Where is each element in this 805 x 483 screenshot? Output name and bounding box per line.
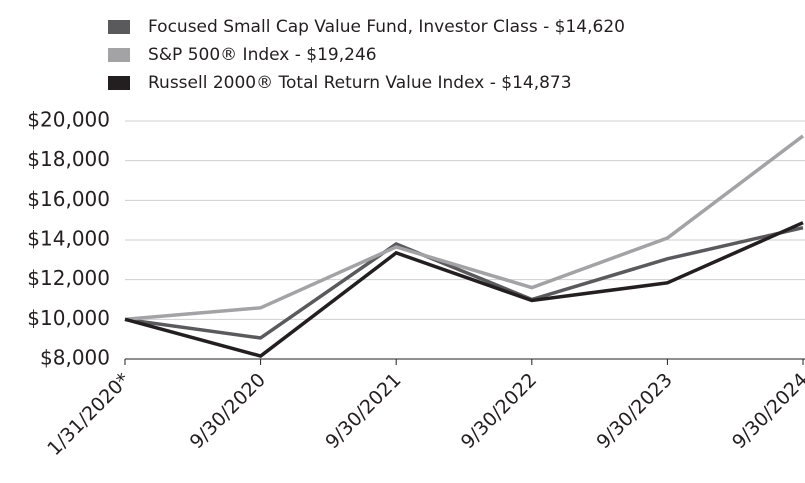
legend-label: Russell 2000® Total Return Value Index -… xyxy=(148,73,572,93)
y-tick-label: $18,000 xyxy=(27,147,110,171)
series-line xyxy=(124,221,804,358)
y-tick-label: $16,000 xyxy=(27,187,110,211)
legend-label: Focused Small Cap Value Fund, Investor C… xyxy=(148,17,625,37)
legend-swatch-ext xyxy=(108,76,130,90)
y-tick-label: $14,000 xyxy=(27,227,110,251)
x-tick-label: 9/30/2024 xyxy=(728,369,805,453)
x-tick-label: 9/30/2020 xyxy=(186,369,270,453)
series-line xyxy=(124,225,804,340)
legend-swatch-ext xyxy=(108,48,130,62)
x-tick-label: 1/31/2020* xyxy=(43,369,134,460)
x-tick-label: 9/30/2022 xyxy=(457,369,541,453)
y-tick-label: $20,000 xyxy=(27,108,110,132)
y-tick-label: $12,000 xyxy=(27,266,110,290)
legend-swatch-ext xyxy=(108,20,130,34)
series-line xyxy=(124,134,805,322)
y-tick-label: $8,000 xyxy=(40,346,110,370)
legend-label: S&P 500® Index - $19,246 xyxy=(148,45,377,65)
y-tick-label: $10,000 xyxy=(27,306,110,330)
x-tick-label: 9/30/2023 xyxy=(592,369,676,453)
x-tick-label: 9/30/2021 xyxy=(321,369,405,453)
